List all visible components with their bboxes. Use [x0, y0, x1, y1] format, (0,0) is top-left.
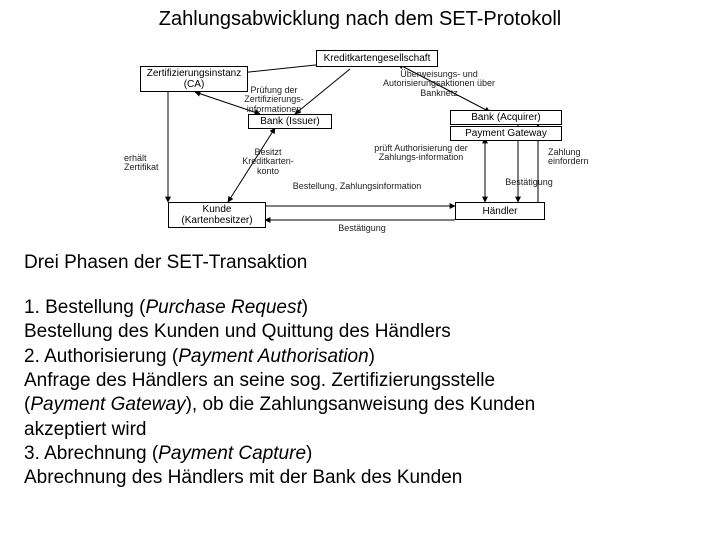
page-title: Zahlungsabwicklung nach dem SET-Protokol…: [0, 8, 720, 31]
label-besitzt-konto: Besitzt Kreditkarten-konto: [232, 148, 304, 176]
phase-2-title: 2. Authorisierung (Payment Authorisation…: [24, 345, 696, 369]
phase-1-desc: Bestellung des Kunden und Quittung des H…: [24, 320, 696, 344]
node-bank-acquirer: Bank (Acquirer): [450, 110, 562, 125]
label-zahlung-einfordern: Zahlung einfordern: [548, 148, 608, 167]
node-haendler: Händler: [455, 202, 545, 220]
phase-3-title: 3. Abrechnung (Payment Capture): [24, 442, 696, 466]
node-kunde: Kunde (Kartenbesitzer): [168, 202, 266, 228]
label-bestaetigung-links: Bestätigung: [322, 224, 402, 233]
phase-2-desc-3: akzeptiert wird: [24, 418, 696, 442]
label-erhaelt-zertifikat: erhält Zertifikat: [124, 154, 172, 173]
phase-1-title: 1. Bestellung (Purchase Request): [24, 296, 696, 320]
phases-text: 1. Bestellung (Purchase Request) Bestell…: [24, 296, 696, 491]
node-payment-gateway: Payment Gateway: [450, 126, 562, 141]
label-pruefung-ca: Prüfung der Zertifizierungs-informatione…: [232, 86, 316, 114]
label-prueft-auth: prüft Authorisierung der Zahlungs-inform…: [370, 144, 472, 163]
node-bank-issuer: Bank (Issuer): [248, 114, 332, 129]
set-diagram: Kreditkartengesellschaft Zertifizierungs…: [120, 44, 600, 234]
subheading: Drei Phasen der SET-Transaktion: [24, 252, 307, 274]
label-bestaetigung-rechts: Bestätigung: [494, 178, 564, 187]
node-kreditkartengesellschaft: Kreditkartengesellschaft: [316, 50, 438, 67]
phase-2-desc-2: (Payment Gateway), ob die Zahlungsanweis…: [24, 393, 696, 417]
label-ueberweisung: Überweisungs- und Autorisierungsaktionen…: [374, 70, 504, 98]
label-bestellung: Bestellung, Zahlungsinformation: [292, 182, 422, 191]
phase-3-desc: Abrechnung des Händlers mit der Bank des…: [24, 466, 696, 490]
phase-2-desc-1: Anfrage des Händlers an seine sog. Zerti…: [24, 369, 696, 393]
